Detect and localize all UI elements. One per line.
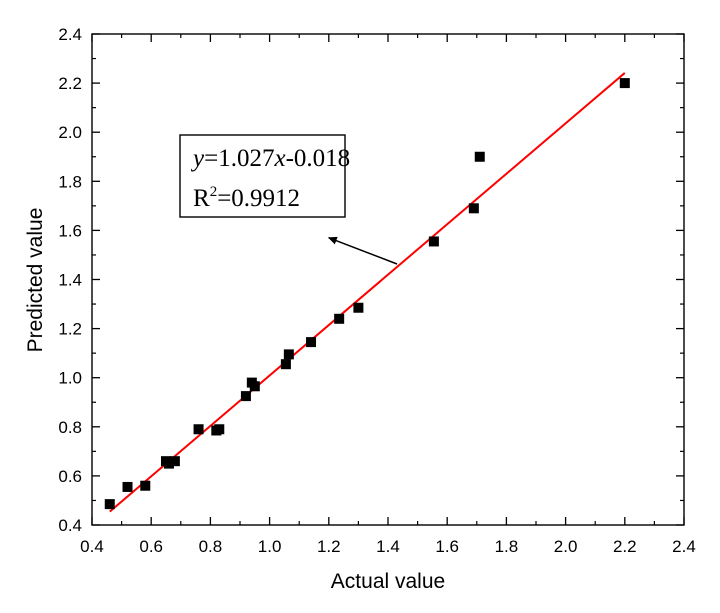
eq-var-y: y: [190, 145, 205, 172]
r-squared: R2=0.9912: [193, 184, 300, 212]
data-point: [353, 302, 364, 313]
data-point: [428, 236, 439, 247]
data-point: [140, 480, 151, 491]
x-tick-label: 0.8: [199, 537, 223, 556]
x-axis-title: Actual value: [331, 570, 445, 593]
y-tick-label: 1.2: [58, 320, 82, 339]
x-tick-label: 1.6: [435, 537, 459, 556]
annotation-box: y=1.027x-0.018 R2=0.9912: [179, 134, 350, 218]
eq-var-x: x: [273, 145, 285, 172]
y-tick-label: 1.8: [58, 172, 82, 191]
y-tick-label: 1.4: [58, 271, 82, 290]
data-point: [169, 456, 180, 467]
r2-base: R: [193, 185, 210, 212]
data-point: [306, 337, 317, 348]
tick-labels: 0.4 0.6 0.8 1.0 1.2 1.4 1.6 1.8 2.0 2.2 2.4 0.4 0.6 0…: [58, 25, 695, 556]
r2-value: =0.9912: [217, 185, 300, 212]
data-points: [104, 78, 630, 510]
y-tick-label: 0.6: [58, 467, 82, 486]
x-tick-label: 1.8: [495, 537, 519, 556]
y-tick-label: 1.6: [58, 221, 82, 240]
data-point: [474, 151, 485, 162]
data-point: [122, 481, 133, 492]
data-point: [104, 499, 115, 510]
axis-ticks: [91, 33, 685, 526]
data-point: [283, 349, 294, 360]
x-tick-label: 2.4: [672, 537, 696, 556]
x-tick-label: 1.4: [376, 537, 400, 556]
y-tick-label: 0.4: [58, 516, 82, 535]
data-point: [214, 424, 225, 435]
y-tick-label: 2.0: [58, 123, 82, 142]
eq-slope: =1.027: [204, 145, 274, 172]
data-point: [619, 78, 630, 89]
y-tick-label: 2.4: [58, 25, 82, 44]
x-tick-label: 2.2: [613, 537, 637, 556]
x-tick-label: 0.4: [80, 537, 104, 556]
y-tick-label: 1.0: [58, 369, 82, 388]
x-tick-label: 0.6: [139, 537, 163, 556]
x-tick-label: 1.2: [317, 537, 341, 556]
y-tick-label: 0.8: [58, 418, 82, 437]
data-point: [240, 391, 251, 402]
data-point: [193, 424, 204, 435]
data-point: [163, 458, 174, 469]
x-tick-label: 2.0: [554, 537, 578, 556]
r2-superscript: 2: [210, 184, 218, 200]
y-tick-label: 2.2: [58, 74, 82, 93]
annotation-arrow: [327, 236, 398, 265]
data-point: [468, 203, 479, 214]
y-axis-title: Predicted value: [24, 208, 47, 353]
fit-line: [109, 72, 626, 513]
x-tick-label: 1.0: [258, 537, 282, 556]
data-point: [334, 313, 345, 324]
eq-intercept: -0.018: [286, 145, 351, 172]
data-point: [249, 381, 260, 392]
data-point: [280, 359, 291, 370]
fit-equation: y=1.027x-0.018: [190, 145, 350, 172]
